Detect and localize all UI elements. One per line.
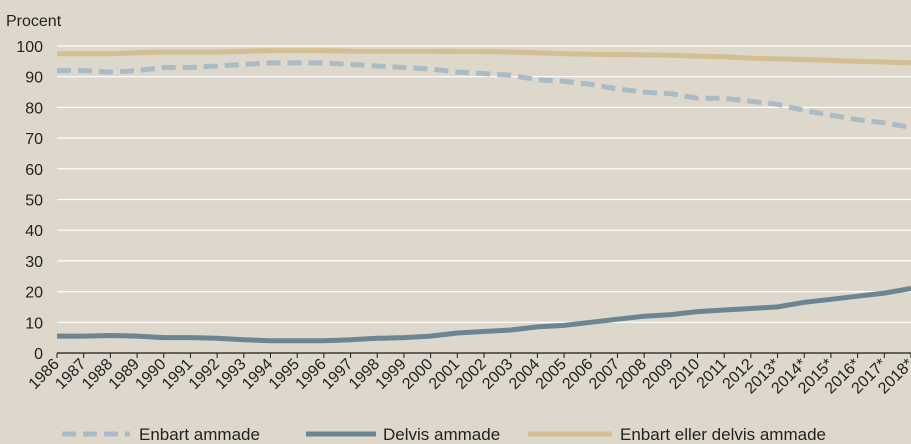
y-tick-label: 100 [16,39,43,56]
y-tick-label: 90 [25,70,43,87]
x-tick-label: 2000 [399,356,436,393]
legend-label-2: Enbart eller delvis ammade [620,425,826,444]
series-lines [57,48,911,344]
x-tick-label: 1994 [239,356,276,393]
gridlines [57,45,911,323]
y-tick-label: 0 [34,346,43,363]
y-axis-title: Procent [6,13,62,30]
x-tick-label: 1991 [159,356,196,393]
legend-label-0: Enbart ammade [139,425,260,444]
x-tick-label: 1993 [212,356,249,393]
x-tick-label: 1995 [266,356,303,393]
series-line-2 [57,48,911,66]
x-tick-label: 2002 [453,356,490,393]
x-tick-label: 2010 [666,356,703,393]
axes: 0102030405060708090100198619871988198919… [16,39,911,397]
y-tick-label: 20 [25,285,43,302]
series-line-0 [57,60,911,130]
x-tick-label: 2001 [426,356,463,393]
y-tick-label: 10 [25,315,43,332]
y-tick-label: 40 [25,223,43,240]
x-tick-label: 1996 [293,356,330,393]
x-tick-label: 1989 [106,356,143,393]
legend-label-1: Delvis ammade [383,425,500,444]
x-tick-label: 1997 [319,356,356,393]
x-tick-label: 1992 [186,356,223,393]
x-tick-label: 2009 [639,356,676,393]
x-tick-label: 2003 [479,356,516,393]
series-line-1 [57,286,911,344]
legend: Enbart ammade Delvis ammade Enbart eller d… [62,425,826,444]
x-tick-label: 2008 [613,356,650,393]
x-tick-label: 1988 [79,356,116,393]
x-tick-label: 1986 [26,356,63,393]
x-tick-label: 1987 [52,356,89,393]
y-tick-label: 70 [25,131,43,148]
y-tick-label: 30 [25,254,43,271]
x-tick-label: 2006 [559,356,596,393]
x-tick-label: 1998 [346,356,383,393]
y-tick-label: 50 [25,193,43,210]
y-tick-label: 80 [25,100,43,117]
x-tick-label: 2007 [586,356,623,393]
x-tick-label: 1990 [132,356,169,393]
x-tick-label: 2005 [533,356,570,393]
y-tick-label: 60 [25,162,43,179]
x-tick-label: 1999 [373,356,410,393]
x-tick-label: 2004 [506,356,543,393]
